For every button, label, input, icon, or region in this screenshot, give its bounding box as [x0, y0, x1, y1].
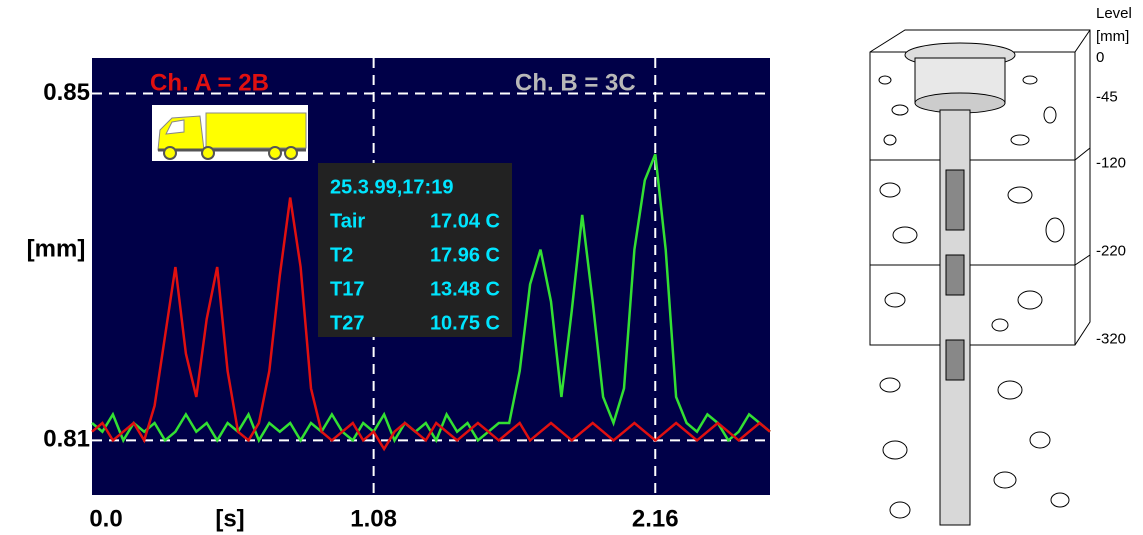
level-label: -45 — [1096, 89, 1118, 106]
info-name: T27 — [330, 312, 364, 334]
info-value: 17.04 C — [430, 210, 500, 232]
info-name: Tair — [330, 210, 365, 232]
level-label: -320 — [1096, 331, 1126, 348]
y-tick-label: 0.85 — [43, 79, 90, 106]
info-box — [318, 163, 512, 337]
y-tick-label: 0.81 — [43, 426, 90, 453]
info-value: 13.48 C — [430, 278, 500, 300]
x-tick-label: 2.16 — [632, 505, 679, 532]
channel-label: Ch. A = 2B — [150, 69, 269, 96]
info-value: 17.96 C — [430, 244, 500, 266]
x-axis-label: [s] — [215, 505, 244, 532]
diagram-title: Level — [1096, 5, 1132, 22]
info-value: 10.75 C — [430, 312, 500, 334]
y-axis-label: [mm] — [27, 235, 86, 262]
level-label: -120 — [1096, 155, 1126, 172]
info-name: T2 — [330, 244, 353, 266]
series-line — [91, 197, 771, 452]
diagram-unit: [mm] — [1096, 28, 1129, 45]
channel-label: Ch. B = 3C — [515, 69, 636, 96]
info-name: T17 — [330, 278, 364, 300]
sensor-diagram — [869, 29, 1091, 526]
level-label: -220 — [1096, 243, 1126, 260]
truck-icon — [152, 105, 308, 161]
info-timestamp: 25.3.99,17:19 — [330, 176, 453, 198]
x-tick-label: 0.0 — [89, 505, 122, 532]
x-tick-label: 1.08 — [350, 505, 397, 532]
level-label: 0 — [1096, 49, 1104, 66]
